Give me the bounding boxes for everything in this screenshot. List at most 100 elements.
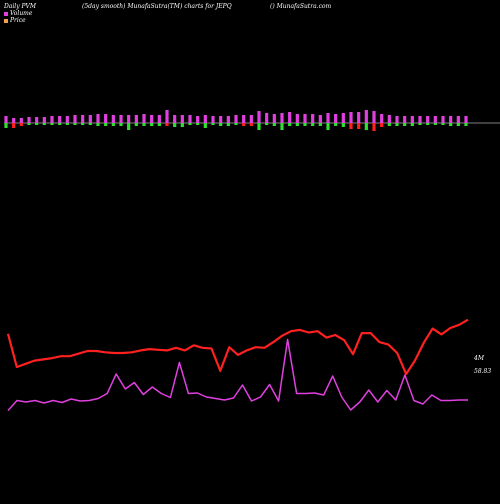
volume-bar-down xyxy=(12,123,16,128)
volume-bar-down xyxy=(119,123,123,126)
volume-bar-up xyxy=(318,115,322,123)
volume-bar-up xyxy=(180,115,184,123)
volume-bar-down xyxy=(449,123,453,126)
volume-bar-down xyxy=(272,123,276,126)
volume-bar-up xyxy=(19,118,23,123)
legend-price: Price xyxy=(4,17,26,24)
volume-bar-up xyxy=(364,110,368,123)
volume-bar-up xyxy=(272,114,276,123)
volume-bar-up xyxy=(42,117,46,123)
volume-bar-up xyxy=(134,115,138,123)
volume-bar-down xyxy=(226,123,230,126)
volume-bar-down xyxy=(73,123,77,125)
volume-bar-up xyxy=(334,114,338,123)
volume-bar-up xyxy=(418,116,422,123)
volume-bar-up xyxy=(380,114,384,123)
volume-bar-down xyxy=(326,123,330,130)
volume-bar-down xyxy=(242,123,246,126)
volume-bar-up xyxy=(395,116,399,123)
volume-bar-up xyxy=(127,115,131,123)
volume-bar-down xyxy=(157,123,161,126)
volume-bar-down xyxy=(65,123,69,125)
volume-bar-up xyxy=(357,112,361,123)
volume-bar-up xyxy=(242,115,246,123)
volume-bar-down xyxy=(180,123,184,127)
volume-bar-down xyxy=(464,123,468,126)
volume-bar-up xyxy=(50,116,54,123)
volume-bar-down xyxy=(234,123,238,125)
volume-bar-down xyxy=(27,123,31,125)
volume-bar-down xyxy=(311,123,315,126)
volume-bar-up xyxy=(58,116,62,123)
volume-bar-down xyxy=(364,123,368,130)
volume-bar-up xyxy=(303,114,307,123)
volume-bar-down xyxy=(257,123,261,130)
volume-bar-up xyxy=(410,116,414,123)
volume-bar-down xyxy=(196,123,200,125)
volume-bar-down xyxy=(249,123,253,126)
volume-bar-up xyxy=(165,110,169,123)
volume-bar-up xyxy=(88,115,92,123)
volume-bar-down xyxy=(456,123,460,126)
volume-bar-down xyxy=(142,123,146,126)
volume-bar-down xyxy=(265,123,269,125)
volume-bar-up xyxy=(433,116,437,123)
volume-line xyxy=(7,338,468,412)
volume-bar-up xyxy=(387,115,391,123)
volume-bar-up xyxy=(104,114,108,123)
volume-bar-down xyxy=(211,123,215,125)
volume-bar-up xyxy=(372,111,376,123)
volume-bar-down xyxy=(288,123,292,126)
volume-bar-up xyxy=(119,115,123,123)
volume-bar-down xyxy=(426,123,430,125)
volume-bar-up xyxy=(211,116,215,123)
volume-bar-down xyxy=(372,123,376,131)
volume-bar-up xyxy=(142,114,146,123)
volume-bar-down xyxy=(280,123,284,130)
volume-bar-up xyxy=(12,118,16,123)
price-line xyxy=(6,318,469,376)
volume-bar-up xyxy=(203,115,207,123)
volume-bar-up xyxy=(65,116,69,123)
volume-bar-up xyxy=(449,116,453,123)
volume-bar-down xyxy=(203,123,207,128)
volume-bar-up xyxy=(403,116,407,123)
volume-bar-up xyxy=(326,113,330,123)
volume-bar-up xyxy=(280,113,284,123)
volume-bar-down xyxy=(150,123,154,126)
volume-bars xyxy=(4,110,500,131)
chart-type-label: Daily PVM xyxy=(4,3,37,10)
volume-bar-up xyxy=(341,113,345,123)
volume-bar-up xyxy=(157,115,161,123)
volume-bar-down xyxy=(349,123,353,129)
volume-bar-down xyxy=(42,123,46,125)
volume-bar-down xyxy=(410,123,414,126)
volume-bar-up xyxy=(257,111,261,123)
volume-bar-down xyxy=(318,123,322,126)
price-swatch-icon xyxy=(4,18,8,23)
site-credit: () MunafaSutra.com xyxy=(270,3,332,10)
volume-bar-down xyxy=(387,123,391,126)
volume-bar-up xyxy=(196,116,200,123)
volume-bar-up xyxy=(4,116,8,123)
volume-bar-down xyxy=(380,123,384,127)
volume-bar-up xyxy=(265,113,269,123)
volume-bar-up xyxy=(441,116,445,123)
price-end-label: 58.83 xyxy=(474,368,492,375)
volume-swatch-icon xyxy=(4,11,8,16)
volume-bar-up xyxy=(35,117,39,123)
volume-bar-down xyxy=(188,123,192,125)
volume-bar-down xyxy=(395,123,399,126)
volume-bar-up xyxy=(96,114,100,123)
volume-bar-down xyxy=(433,123,437,125)
volume-bar-up xyxy=(311,114,315,123)
volume-bar-down xyxy=(441,123,445,125)
volume-bar-up xyxy=(111,115,115,123)
volume-bar-up xyxy=(226,116,230,123)
volume-bar-up xyxy=(219,116,223,123)
volume-bar-up xyxy=(173,115,177,123)
volume-bar-up xyxy=(426,116,430,123)
volume-bar-up xyxy=(249,115,253,123)
